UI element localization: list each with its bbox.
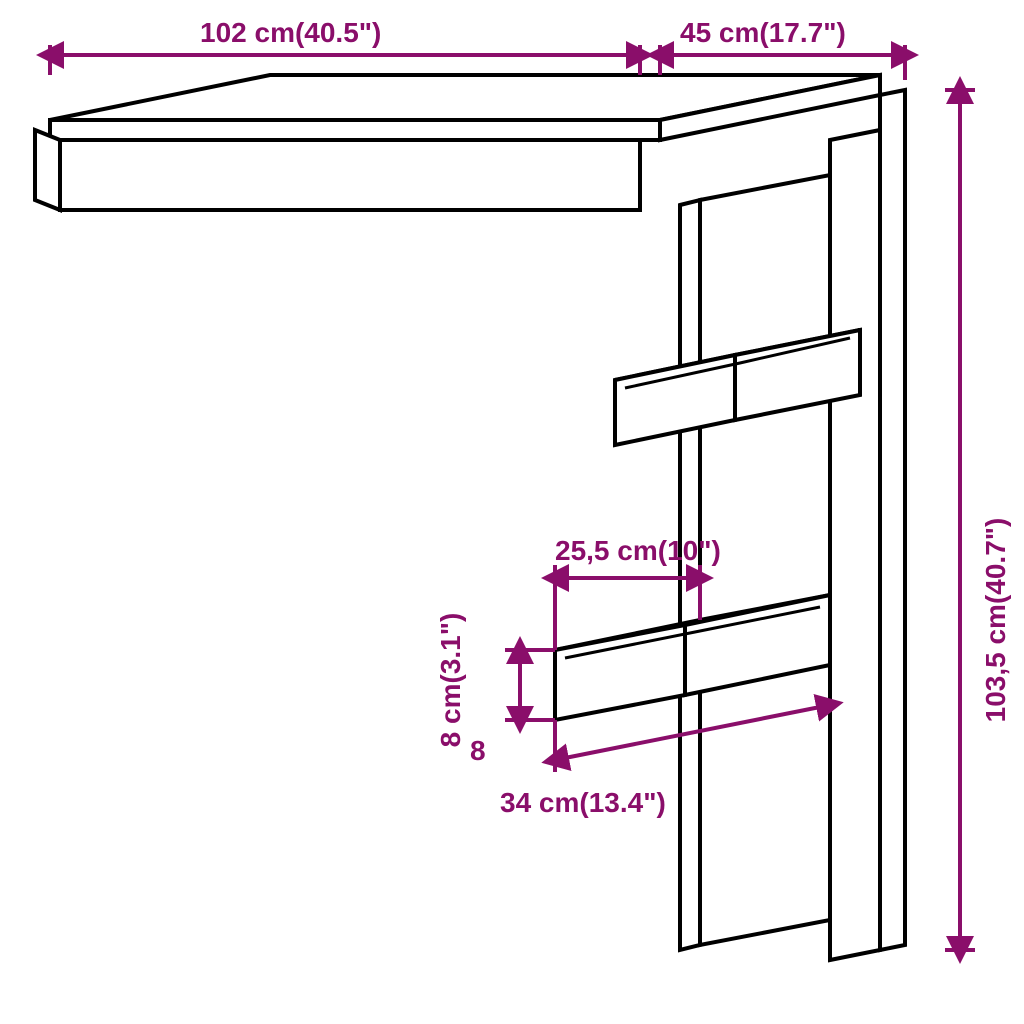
top-panel-edge bbox=[50, 120, 660, 140]
dim-label-top-width: 102 cm(40.5") bbox=[200, 17, 381, 48]
leg-side bbox=[880, 90, 905, 950]
dim-label-tray-height: 8 cm(3.1") bbox=[435, 613, 466, 748]
dim-label-top-depth: 45 cm(17.7") bbox=[680, 17, 846, 48]
apron-left-end bbox=[35, 130, 60, 210]
leg-front bbox=[830, 130, 880, 960]
inner-back-edge bbox=[680, 200, 700, 950]
dim-label-height: 103,5 cm(40.7") bbox=[980, 518, 1011, 723]
dim-label-tray-width: 25,5 cm(10") bbox=[555, 535, 721, 566]
dim-label-tray-depth: 34 cm(13.4") bbox=[500, 787, 666, 818]
apron-front bbox=[60, 140, 640, 210]
furniture-dimension-diagram: 102 cm(40.5") 45 cm(17.7") 103,5 cm(40.7… bbox=[0, 0, 1024, 1024]
dim-label-tray-height-value: 8 bbox=[470, 735, 486, 766]
